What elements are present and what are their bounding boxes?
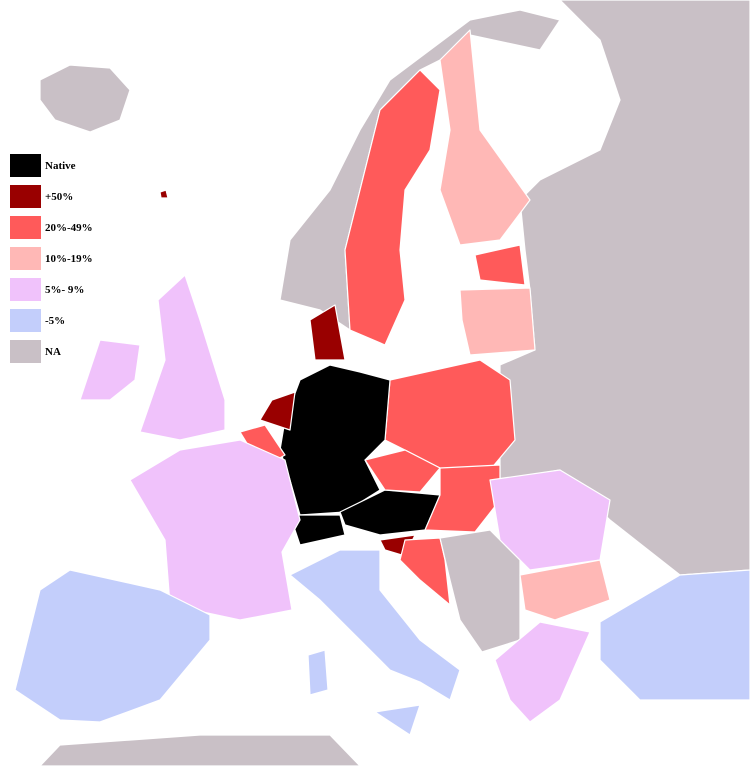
region-germany [279,364,391,516]
legend-label: NA [45,345,61,358]
region-netherlands [259,391,296,431]
region-czech [364,449,441,493]
legend-label: 20%-49% [45,221,93,234]
legend-label: 5%- 9% [45,283,85,296]
region-turkey [599,569,750,701]
legend-item-native: Native [10,150,93,181]
legend-swatch [10,154,41,177]
legend-item-10-19: 10%-19% [10,243,93,274]
legend-item-50-plus: +50% [10,181,93,212]
region-sweden [344,69,441,346]
region-uk [139,274,226,441]
region-ireland [79,339,141,401]
legend-swatch [10,185,41,208]
region-sardinia [307,649,329,696]
legend-label: -5% [45,314,66,327]
region-balkans [439,529,521,653]
region-bulgaria [519,559,611,621]
legend-item-5-9: 5%- 9% [10,274,93,305]
legend-label: +50% [45,190,74,203]
region-sicily [374,704,421,736]
legend-swatch [10,340,41,363]
legend-label: 10%-19% [45,252,93,265]
legend-label: Native [45,159,76,172]
region-denmark [309,304,346,361]
legend-item-under-5: -5% [10,305,93,336]
legend-swatch [10,278,41,301]
region-north-africa [39,734,361,766]
region-switzerland [289,514,346,546]
region-iberia [14,569,211,723]
region-france [129,439,301,621]
legend-item-20-49: 20%-49% [10,212,93,243]
region-italy [289,549,461,701]
region-estonia [474,244,526,286]
region-latvia-lithuania [459,287,536,356]
legend-swatch [10,216,41,239]
region-faroe [159,189,169,199]
legend-swatch [10,247,41,270]
legend-swatch [10,309,41,332]
legend-item-na: NA [10,336,93,367]
region-finland [439,29,531,246]
region-greece [494,621,591,723]
legend: Native +50% 20%-49% 10%-19% 5%- 9% -5% N… [10,150,93,367]
region-iceland [39,64,131,133]
